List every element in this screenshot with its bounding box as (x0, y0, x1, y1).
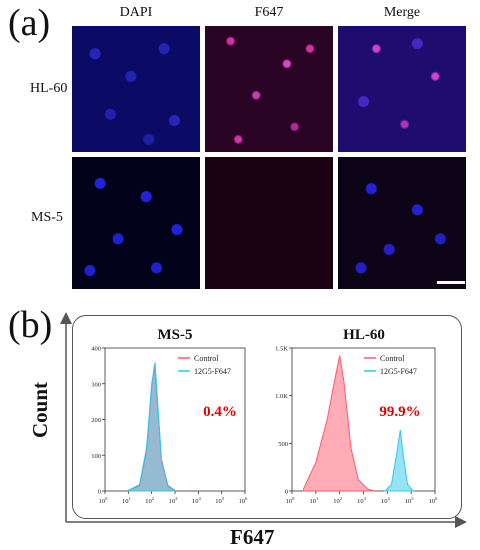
chart-title-0: MS-5 (158, 327, 193, 343)
x-tick-label-0-6: 106 (239, 496, 249, 505)
row-label-hl60: HL-60 (30, 81, 68, 96)
micrograph-ms5-f647 (205, 157, 333, 289)
x-tick-label-1-1: 101 (309, 496, 318, 505)
x-tick-label-0-2: 102 (145, 496, 154, 505)
micrograph-ms5-dapi (72, 157, 200, 289)
x-tick-label-0-0: 100 (99, 496, 109, 505)
y-tick-label-0-1: 100 (91, 453, 101, 460)
scale-bar (437, 281, 465, 284)
x-tick-label-1-4: 104 (381, 496, 391, 505)
x-tick-label-0-5: 105 (215, 496, 225, 505)
panel-a-label: (a) (8, 2, 51, 44)
x-tick-label-1-2: 102 (333, 496, 342, 505)
micrograph-ms5-merge (338, 157, 466, 289)
column-label-merge: Merge (383, 5, 421, 20)
chart-title-1: HL-60 (343, 327, 385, 343)
y-tick-label-1-2: 1.0K (275, 393, 288, 400)
x-tick-label-1-3: 103 (357, 496, 367, 505)
series-area-0-1 (127, 362, 176, 492)
y-tick-label-0-0: 0 (98, 489, 101, 496)
percent-annotation-1: 99.9% (379, 404, 420, 420)
legend-label-0-1: 12G5-F647 (194, 367, 231, 376)
y-tick-label-0-3: 300 (91, 381, 101, 388)
histogram-hl60: HL-60 0 500 1.0K 1.5K 100 101 102 103 104 105 106 Co… (275, 327, 438, 505)
x-tick-label-0-1: 101 (122, 496, 131, 505)
series-area-1-0 (302, 355, 376, 492)
y-tick-label-0-2: 200 (91, 417, 101, 424)
series-area-1-1 (383, 429, 415, 492)
x-axis-title: F647 (230, 525, 275, 549)
x-tick-label-1-6: 106 (429, 496, 439, 505)
x-tick-label-0-4: 104 (192, 496, 202, 505)
micrograph-hl60-dapi (72, 26, 200, 152)
panel-b-label: (b) (8, 304, 53, 346)
x-tick-label-1-0: 100 (286, 496, 296, 505)
micrograph-hl60-merge (338, 26, 466, 152)
legend-label-0-0: Control (194, 354, 219, 363)
legend-label-1-1: 12G5-F647 (380, 367, 417, 376)
legend-label-1-0: Control (380, 354, 405, 363)
y-tick-label-0-4: 400 (91, 346, 101, 353)
y-tick-label-1-1: 500 (278, 441, 288, 448)
y-tick-label-1-0: 0 (285, 489, 288, 496)
y-tick-label-1-3: 1.5K (275, 346, 288, 353)
percent-annotation-0: 0.4% (203, 404, 237, 420)
x-tick-label-1-5: 105 (405, 496, 415, 505)
flow-panel-frame (72, 315, 462, 519)
micrograph-hl60-f647 (205, 26, 333, 152)
x-tick-label-0-3: 103 (169, 496, 179, 505)
row-label-ms5: MS-5 (31, 210, 63, 225)
column-label-dapi: DAPI (119, 5, 153, 20)
column-label-f647: F647 (254, 5, 284, 20)
